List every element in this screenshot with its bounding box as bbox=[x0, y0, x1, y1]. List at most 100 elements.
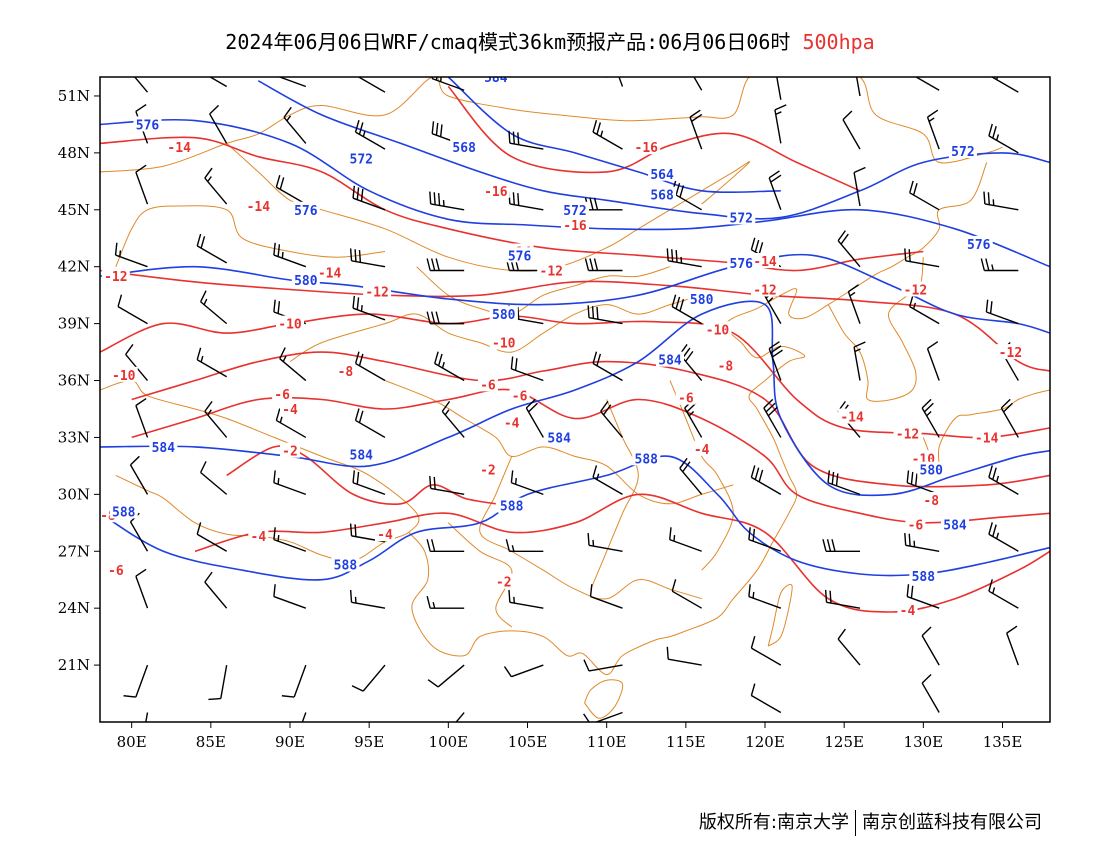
height-label-bg bbox=[505, 247, 534, 263]
temperature-label: -12 bbox=[999, 346, 1022, 361]
wind-barb-icon bbox=[587, 305, 623, 325]
temperature-label-bg bbox=[481, 182, 510, 198]
wind-barb-icon bbox=[592, 465, 623, 495]
height-contour bbox=[100, 253, 1050, 334]
wind-barb-icon bbox=[583, 659, 623, 672]
wind-barb-icon bbox=[426, 596, 465, 609]
y-tick-label: 21N bbox=[58, 656, 90, 674]
temperature-label-bg bbox=[897, 602, 918, 618]
temperature-label-bg bbox=[244, 198, 273, 213]
temperature-label-bg bbox=[537, 262, 566, 278]
wind-barb-icon bbox=[763, 398, 782, 438]
wind-barb-icon bbox=[510, 470, 544, 496]
temperature-label-bg bbox=[901, 281, 930, 297]
height-label-bg bbox=[632, 450, 661, 466]
height-label-bg bbox=[481, 77, 510, 84]
temperature-label-bg bbox=[276, 315, 304, 331]
wind-barb-icon bbox=[273, 527, 307, 552]
wind-barb-icon bbox=[671, 579, 703, 609]
temperature-label: -16 bbox=[635, 141, 659, 156]
y-tick-label: 42N bbox=[58, 258, 90, 276]
y-tick-label: 45N bbox=[58, 201, 90, 219]
wind-barb-icon bbox=[352, 185, 386, 211]
wind-barb-icon bbox=[748, 584, 782, 609]
temperature-label: -6 bbox=[108, 564, 124, 579]
height-label: 584 bbox=[943, 519, 967, 534]
height-contour bbox=[100, 118, 1050, 268]
temperature-label-bg bbox=[280, 442, 300, 458]
wind-barb-icon bbox=[204, 167, 228, 205]
temperature-label: -4 bbox=[504, 416, 520, 431]
wind-barb-icon bbox=[135, 397, 149, 438]
height-label-bg bbox=[917, 461, 946, 477]
height-label: 568 bbox=[452, 141, 476, 156]
temperature-label-bg bbox=[972, 429, 1001, 445]
wind-barb-icon bbox=[983, 191, 1019, 211]
wind-barb-icon bbox=[592, 351, 623, 382]
temperature-label-bg bbox=[109, 366, 138, 382]
temperature-contour bbox=[131, 351, 1050, 488]
wind-barb-icon bbox=[129, 455, 149, 495]
temperature-label: -2 bbox=[496, 576, 512, 591]
x-tick-label: 125E bbox=[824, 733, 864, 751]
height-label-bg bbox=[347, 446, 376, 462]
temperature-label-bg bbox=[101, 268, 130, 284]
wind-barb-icon bbox=[275, 408, 307, 439]
wind-barb-icon bbox=[352, 295, 386, 321]
height-label-bg bbox=[545, 429, 574, 445]
wind-barb-icon bbox=[669, 527, 702, 552]
wind-barb-icon bbox=[921, 626, 940, 666]
height-label: 576 bbox=[508, 249, 532, 264]
wind-barb-icon bbox=[135, 568, 149, 609]
wind-barb-icon bbox=[354, 408, 386, 439]
temperature-label: -12 bbox=[904, 283, 927, 298]
temperature-label-bg bbox=[315, 264, 344, 280]
height-label-bg bbox=[291, 271, 320, 287]
y-tick-label: 30N bbox=[58, 485, 90, 503]
temperature-label: -4 bbox=[694, 443, 710, 458]
temperature-label-bg bbox=[280, 400, 300, 416]
border-line bbox=[669, 380, 734, 571]
wind-barb-icon bbox=[776, 77, 782, 100]
temperature-contour bbox=[194, 493, 1050, 613]
temperature-label-bg bbox=[477, 461, 498, 477]
temperature-label: -10 bbox=[278, 318, 302, 333]
temperature-label: -8 bbox=[923, 494, 939, 509]
wind-barb-icon bbox=[768, 341, 783, 381]
temperature-label-bg bbox=[272, 385, 293, 401]
wind-barb-icon bbox=[429, 191, 465, 211]
height-contour bbox=[598, 77, 607, 78]
wind-barb-icon bbox=[123, 664, 149, 698]
height-label: 572 bbox=[563, 204, 586, 219]
wind-barb-icon bbox=[988, 522, 1019, 552]
y-tick-label: 48N bbox=[58, 144, 90, 162]
height-contour bbox=[100, 300, 1050, 497]
wind-barb-icon bbox=[508, 191, 544, 211]
wind-barb-icon bbox=[426, 311, 465, 325]
wind-barb-icon bbox=[204, 571, 228, 609]
contour-labels: -14 -14 -16 -16 -16 -14 -14 -12 -14 -12 -12 -12 -12 -… bbox=[100, 77, 1025, 619]
wind-barb-icon bbox=[349, 248, 386, 268]
wind-barb-icon bbox=[455, 712, 465, 722]
y-tick-label: 24N bbox=[58, 599, 90, 617]
wind-barb-icon bbox=[584, 258, 623, 272]
temperature-label: -12 bbox=[365, 285, 388, 300]
border-line bbox=[100, 77, 1003, 173]
wind-barb-icon bbox=[354, 120, 386, 150]
height-label-bg bbox=[291, 201, 320, 217]
temperature-label-bg bbox=[363, 283, 392, 299]
temperature-label: -14 bbox=[247, 200, 271, 215]
temperature-label-bg bbox=[691, 440, 712, 456]
wind-barb-icon bbox=[855, 77, 861, 97]
temperature-label-bg bbox=[561, 216, 589, 232]
wind-barb-icon bbox=[273, 470, 307, 496]
height-label: 576 bbox=[136, 118, 160, 133]
wind-barb-icon bbox=[837, 230, 861, 268]
temperature-label: -2 bbox=[480, 464, 496, 479]
border-line bbox=[584, 679, 624, 719]
x-tick-label: 100E bbox=[429, 733, 469, 751]
wind-barb-icon bbox=[133, 77, 149, 93]
wind-barb-icon bbox=[914, 77, 940, 91]
height-label: 588 bbox=[912, 570, 936, 585]
